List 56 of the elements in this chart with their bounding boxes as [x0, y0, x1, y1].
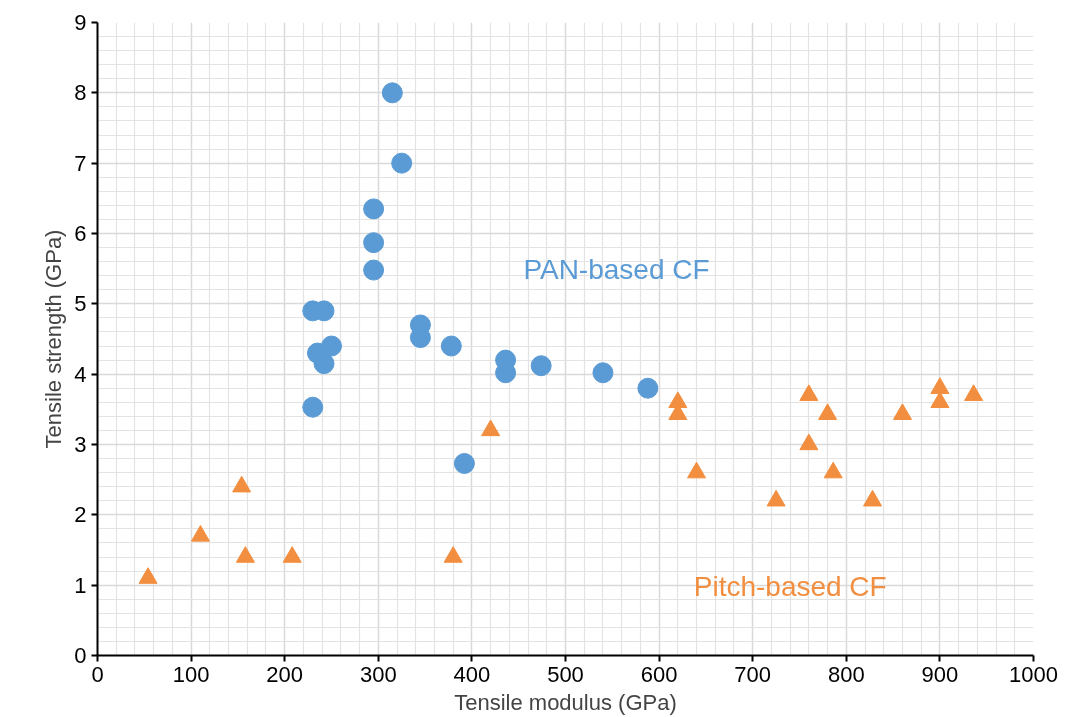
y-tick-label: 7 — [74, 150, 87, 176]
point — [930, 391, 950, 408]
point — [235, 546, 255, 563]
point — [453, 453, 475, 474]
text: Pitch-based CF — [693, 570, 887, 602]
point — [799, 433, 819, 451]
point — [964, 384, 984, 401]
y-axis-title: Tensile strength (GPa) — [41, 229, 67, 449]
point — [687, 461, 707, 479]
point — [823, 461, 843, 479]
y-tick-label: 9 — [74, 10, 87, 35]
text: PAN-based CF — [523, 254, 710, 286]
point — [282, 546, 302, 563]
x-tick-label: 500 — [547, 661, 584, 687]
y-tick-label: 0 — [74, 643, 87, 668]
point — [637, 377, 659, 399]
x-tick-label: 800 — [827, 661, 865, 687]
y-tick-label: 4 — [74, 361, 87, 387]
point — [190, 525, 210, 542]
point — [863, 489, 883, 507]
y-tick-label: 1 — [74, 572, 87, 598]
point — [799, 384, 819, 401]
point — [930, 377, 950, 394]
y-tick-label: 6 — [74, 221, 87, 246]
point — [381, 82, 403, 104]
y-tick-label: 3 — [74, 432, 87, 457]
point — [481, 419, 501, 437]
point — [363, 259, 385, 281]
point — [363, 232, 385, 254]
point — [530, 355, 552, 377]
point — [302, 396, 324, 418]
point — [313, 353, 335, 375]
y-tick-label: 5 — [74, 291, 87, 317]
y-tick-label: 2 — [74, 502, 87, 528]
y-tick-label: 8 — [74, 80, 87, 106]
x-tick-label: 300 — [359, 661, 397, 687]
x-tick-label: 600 — [640, 661, 678, 687]
point — [232, 475, 252, 493]
x-tick-label: 900 — [921, 661, 959, 687]
point — [363, 198, 385, 220]
x-tick-label: 0 — [91, 661, 104, 687]
point — [892, 403, 912, 420]
x-tick-label: 1000 — [1009, 661, 1058, 687]
x-tick-label: 400 — [453, 661, 491, 687]
point — [592, 362, 614, 384]
point — [440, 335, 462, 357]
point — [766, 489, 786, 507]
x-axis-title: Tensile modulus (GPa) — [454, 689, 677, 715]
point — [391, 152, 413, 174]
point — [818, 403, 838, 420]
point — [138, 567, 158, 584]
point — [443, 546, 463, 563]
point — [321, 335, 342, 357]
x-tick-label: 700 — [734, 661, 772, 687]
x-tick-label: 200 — [266, 661, 304, 687]
x-tick-label: 100 — [172, 661, 210, 687]
